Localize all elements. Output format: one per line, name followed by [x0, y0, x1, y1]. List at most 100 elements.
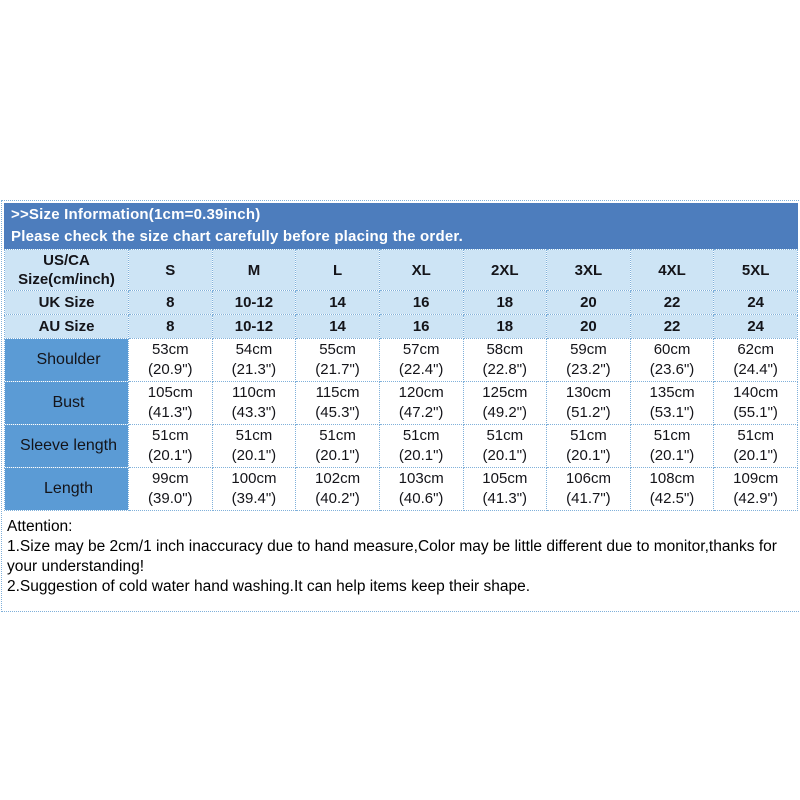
measurement-value-cell: 51cm (20.1")	[462, 424, 548, 468]
au-size-value: 22	[629, 314, 715, 339]
measurement-inch: (40.2")	[315, 490, 360, 507]
measurement-value-cell: 110cm (43.3")	[211, 381, 297, 425]
measurement-inch: (23.2")	[566, 361, 611, 378]
measurement-inch: (21.3")	[231, 361, 277, 378]
uk-size-row: UK Size 8 10-12 14 16 18 20 22 24	[4, 290, 798, 315]
measurement-cm: 51cm	[402, 427, 440, 444]
au-size-value: 8	[128, 314, 213, 339]
measurement-cm: 105cm	[482, 470, 528, 487]
measurement-cm: 51cm	[737, 427, 775, 444]
size-column-header: XL	[378, 249, 464, 291]
au-size-value: 20	[546, 314, 631, 339]
measurement-inch: (42.5")	[649, 490, 695, 507]
measurement-cm: 62cm	[737, 341, 775, 358]
measurement-value-cell: 53cm (20.9")	[128, 338, 213, 382]
measurement-value-cell: 51cm (20.1")	[546, 424, 631, 468]
attention-item: 2.Suggestion of cold water hand washing.…	[7, 578, 531, 595]
uk-size-value: 20	[546, 290, 631, 315]
uk-size-value: 16	[378, 290, 464, 315]
measurement-cm: 135cm	[649, 384, 695, 401]
measurement-value-cell: 51cm (20.1")	[629, 424, 715, 468]
measurement-cm: 54cm	[235, 341, 273, 358]
size-column-header: 2XL	[462, 249, 548, 291]
measurement-inch: (41.3")	[482, 490, 528, 507]
measurement-value-cell: 55cm (21.7")	[295, 338, 380, 382]
measurement-inch: (22.8")	[482, 361, 528, 378]
measurement-inch: (20.1")	[231, 447, 277, 464]
measurement-row: Length 99cm (39.0") 100cm (39.4") 102cm (40.2"…	[4, 467, 798, 511]
measurement-row: Bust 105cm (41.3") 110cm (43.3") 115cm (45.3")…	[4, 381, 798, 425]
measurement-value-cell: 105cm (41.3")	[462, 467, 548, 511]
measurement-cm: 60cm	[653, 341, 691, 358]
uk-size-value: 10-12	[211, 290, 297, 315]
size-column-header: L	[295, 249, 380, 291]
measurement-cm: 100cm	[231, 470, 277, 487]
measurement-cm: 99cm	[151, 470, 189, 487]
measurement-inch: (39.0")	[148, 490, 193, 507]
corner-cell: US/CA Size(cm/inch)	[4, 249, 129, 291]
au-size-row: AU Size 8 10-12 14 16 18 20 22 24	[4, 314, 798, 339]
measurement-cm: 120cm	[398, 384, 444, 401]
measurement-value-cell: 130cm (51.2")	[546, 381, 631, 425]
measurement-value-cell: 140cm (55.1")	[713, 381, 798, 425]
au-size-value: 16	[378, 314, 464, 339]
measurement-label: Length	[4, 467, 129, 511]
measurement-inch: (20.1")	[566, 447, 611, 464]
banner-title: >>Size Information(1cm=0.39inch)	[11, 206, 261, 223]
measurement-value-cell: 108cm (42.5")	[629, 467, 715, 511]
corner-line: Size(cm/inch)	[18, 271, 115, 288]
measurement-cm: 109cm	[733, 470, 779, 487]
measurement-cm: 51cm	[486, 427, 524, 444]
measurement-inch: (22.4")	[398, 361, 444, 378]
measurement-inch: (20.1")	[315, 447, 360, 464]
measurement-row: Shoulder 53cm (20.9") 54cm (21.3") 55cm (21.7"…	[4, 338, 798, 382]
measurement-value-cell: 103cm (40.6")	[378, 467, 464, 511]
measurement-cm: 103cm	[398, 470, 444, 487]
measurement-inch: (20.1")	[649, 447, 695, 464]
measurement-value-cell: 106cm (41.7")	[546, 467, 631, 511]
measurement-cm: 57cm	[402, 341, 440, 358]
measurement-inch: (47.2")	[398, 404, 444, 421]
uk-size-value: 18	[462, 290, 548, 315]
measurement-inch: (20.1")	[148, 447, 193, 464]
measurement-cm: 58cm	[486, 341, 524, 358]
measurement-label: Shoulder	[4, 338, 129, 382]
measurement-value-cell: 105cm (41.3")	[128, 381, 213, 425]
measurement-value-cell: 51cm (20.1")	[295, 424, 380, 468]
au-size-value: 14	[295, 314, 380, 339]
measurement-inch: (39.4")	[231, 490, 277, 507]
measurement-value-cell: 57cm (22.4")	[378, 338, 464, 382]
size-column-header: 4XL	[629, 249, 715, 291]
measurement-label: Bust	[4, 381, 129, 425]
size-info-panel: >>Size Information(1cm=0.39inch) Please …	[1, 200, 800, 612]
corner-line: US/CA	[43, 252, 90, 269]
measurement-row: Sleeve length 51cm (20.1") 51cm (20.1") 51cm (…	[4, 424, 798, 468]
measurement-inch: (49.2")	[482, 404, 528, 421]
uk-size-value: 22	[629, 290, 715, 315]
measurement-value-cell: 109cm (42.9")	[713, 467, 798, 511]
measurement-inch: (20.1")	[398, 447, 444, 464]
measurement-inch: (41.7")	[566, 490, 611, 507]
uk-size-value: 24	[713, 290, 798, 315]
measurement-cm: 51cm	[151, 427, 189, 444]
measurement-value-cell: 115cm (45.3")	[295, 381, 380, 425]
measurement-value-cell: 58cm (22.8")	[462, 338, 548, 382]
measurement-inch: (42.9")	[733, 490, 778, 507]
attention-section: Attention: 1.Size may be 2cm/1 inch inac…	[4, 511, 798, 607]
measurement-cm: 140cm	[733, 384, 779, 401]
measurement-cm: 110cm	[231, 384, 276, 401]
measurement-inch: (20.1")	[482, 447, 528, 464]
measurement-inch: (21.7")	[315, 361, 360, 378]
measurement-inch: (45.3")	[315, 404, 360, 421]
au-size-value: 18	[462, 314, 548, 339]
measurement-inch: (24.4")	[733, 361, 778, 378]
au-size-value: 10-12	[211, 314, 297, 339]
measurement-value-cell: 102cm (40.2")	[295, 467, 380, 511]
measurement-value-cell: 59cm (23.2")	[546, 338, 631, 382]
measurement-value-cell: 135cm (53.1")	[629, 381, 715, 425]
measurement-inch: (20.1")	[733, 447, 778, 464]
au-size-value: 24	[713, 314, 798, 339]
uk-size-value: 8	[128, 290, 213, 315]
measurement-cm: 55cm	[319, 341, 356, 358]
size-column-header: 5XL	[713, 249, 798, 291]
